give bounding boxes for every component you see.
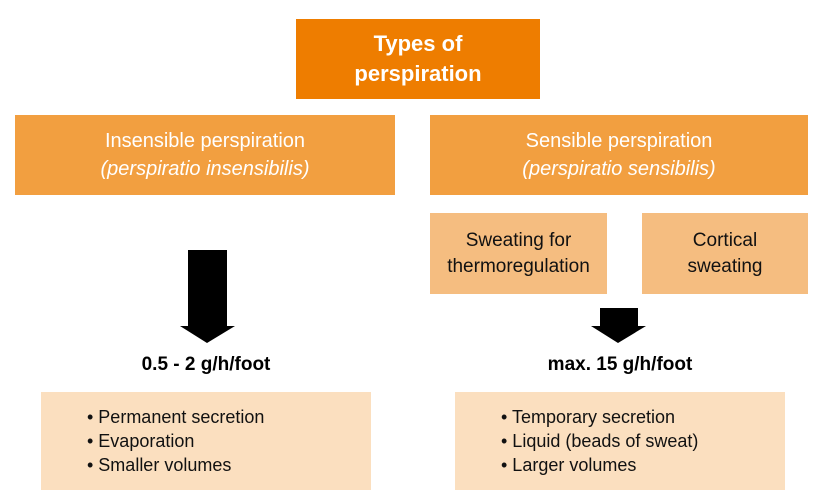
feature-item: • Permanent secretion <box>87 407 265 427</box>
feature-item: • Evaporation <box>87 431 195 451</box>
insensible-features: • Permanent secretion • Evaporation • Sm… <box>41 392 371 490</box>
sensible-rate: max. 15 g/h/foot <box>547 354 693 375</box>
sensible-latin: (perspiratio sensibilis) <box>522 158 716 180</box>
feature-item: • Larger volumes <box>501 455 637 475</box>
insensible-name: Insensible perspiration <box>104 130 306 152</box>
sensible-box: Sensible perspiration (perspiratio sensi… <box>430 115 808 195</box>
sensible-features: • Temporary secretion • Liquid (beads of… <box>455 392 785 490</box>
subtype-cortical: Cortical sweating <box>642 213 808 294</box>
sensible-name: Sensible perspiration <box>525 130 713 152</box>
insensible-latin: (perspiratio insensibilis) <box>100 158 310 180</box>
feature-item: • Smaller volumes <box>87 455 232 475</box>
feature-item: • Temporary secretion <box>501 407 676 427</box>
insensible-box: Insensible perspiration (perspiratio ins… <box>15 115 395 195</box>
subtype-label: Cortical sweating <box>687 229 763 277</box>
subtype-thermoregulation: Sweating for thermoregulation <box>430 213 607 294</box>
insensible-rate: 0.5 - 2 g/h/foot <box>141 354 271 375</box>
subtype-label: Sweating for thermoregulation <box>447 229 590 277</box>
title-text: Types of perspiration <box>354 31 482 86</box>
feature-item: • Liquid (beads of sweat) <box>501 431 699 451</box>
title-box: Types of perspiration <box>296 19 540 99</box>
arrow-down-icon <box>180 250 235 343</box>
arrow-down-icon <box>591 308 646 343</box>
